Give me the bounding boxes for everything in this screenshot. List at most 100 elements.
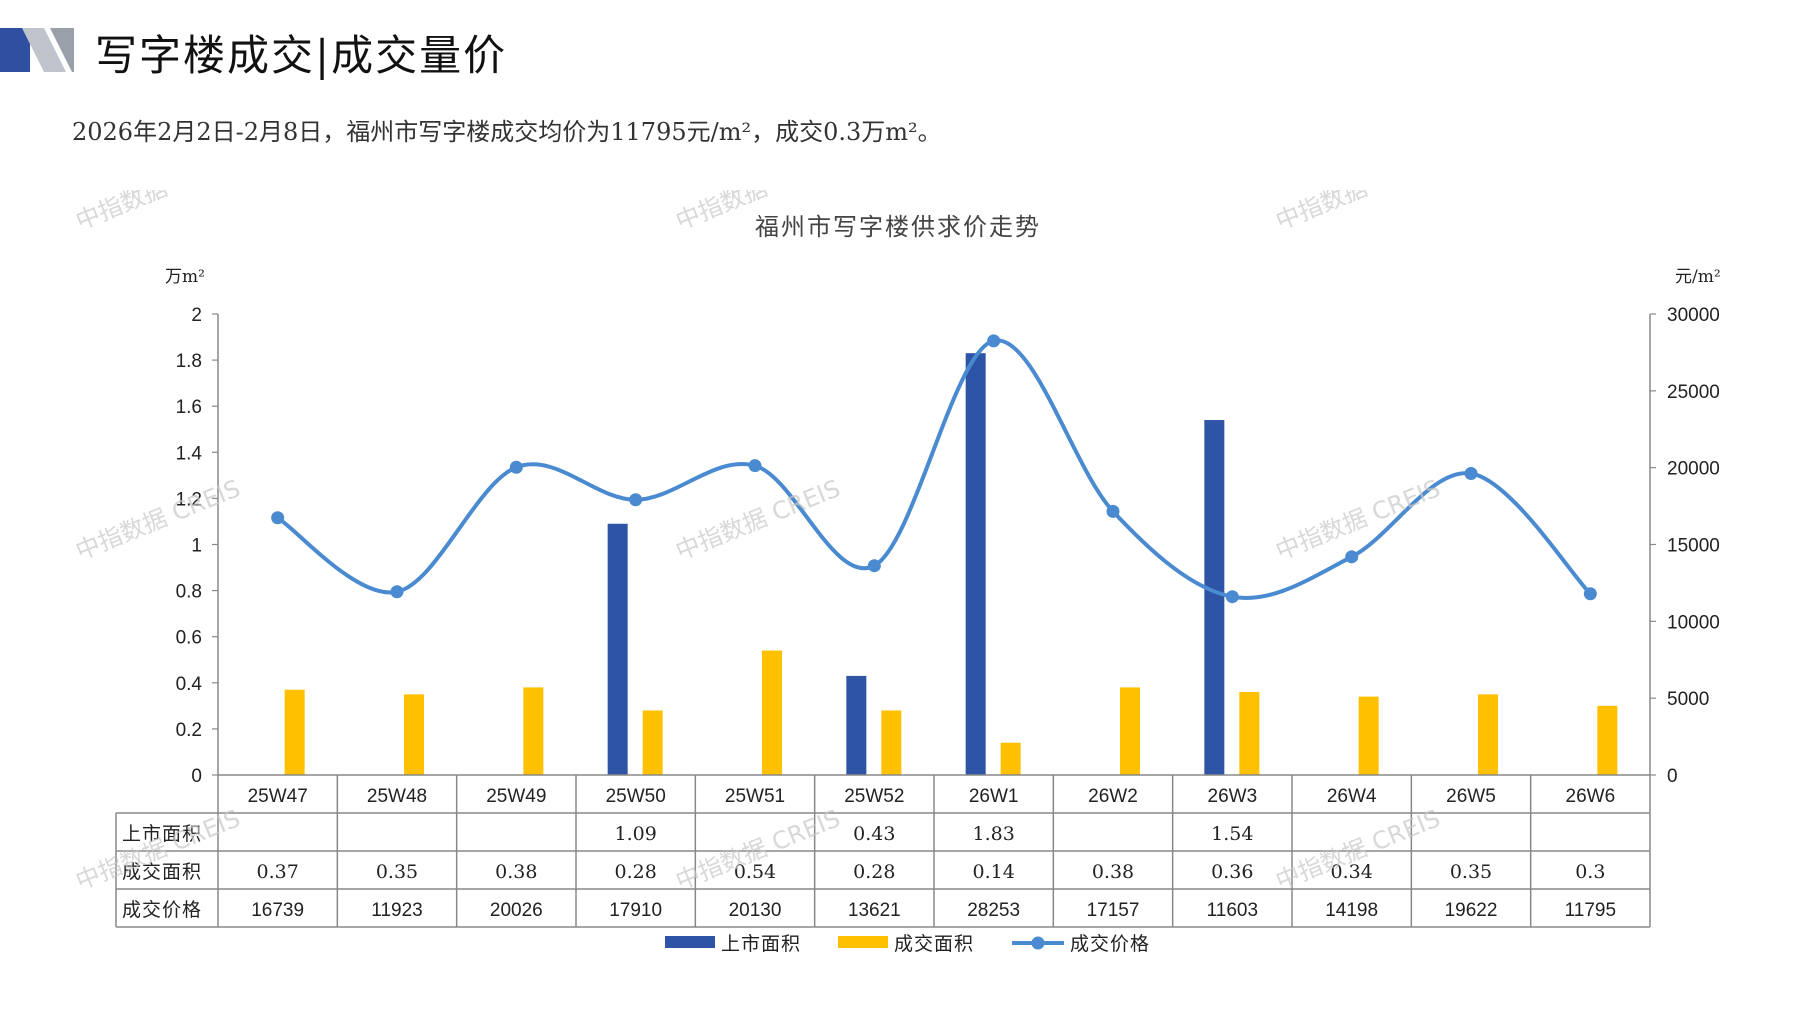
- y-right-tick-label: 30000: [1667, 305, 1720, 326]
- x-tick-label: 26W4: [1327, 786, 1377, 807]
- bar-deal-area: [642, 710, 663, 775]
- table-cell-value: 1.09: [615, 823, 657, 845]
- legend-swatch-deal: [838, 936, 888, 948]
- x-tick-label: 25W48: [367, 786, 427, 807]
- x-tick-label: 26W5: [1446, 786, 1496, 807]
- x-tick-label: 25W51: [725, 786, 785, 807]
- table-cell-value: 17910: [609, 900, 662, 921]
- table-cell-value: 0.43: [853, 823, 895, 845]
- bar-deal-area: [1000, 742, 1021, 775]
- bar-supply-area: [1204, 420, 1225, 775]
- table-cell-value: 0.38: [495, 861, 537, 883]
- y-left-tick-label: 1.8: [176, 351, 202, 372]
- x-tick-label: 25W50: [606, 786, 666, 807]
- table-cell-value: 0.35: [376, 861, 418, 883]
- price-line: [276, 338, 1592, 600]
- price-point: [629, 493, 643, 507]
- y-left-tick-label: 0.6: [176, 628, 202, 649]
- y-left-unit: 万m²: [165, 267, 205, 287]
- table-cell-value: 0.54: [734, 861, 776, 883]
- table-cell-value: 11923: [371, 900, 422, 921]
- legend-label-price: 成交价格: [1070, 933, 1150, 955]
- x-tick-label: 26W1: [969, 786, 1019, 807]
- price-point: [1464, 466, 1478, 480]
- legend-label-supply: 上市面积: [721, 933, 801, 955]
- x-tick-label: 26W2: [1088, 786, 1138, 807]
- x-tick-label: 25W47: [248, 786, 308, 807]
- table-cell-value: 28253: [967, 900, 1020, 921]
- y-left-tick-label: 0: [191, 766, 202, 787]
- price-point: [390, 585, 404, 599]
- table-cell-value: 0.14: [973, 861, 1015, 883]
- table-row-name: 成交面积: [122, 861, 202, 883]
- table-cell-value: 0.35: [1450, 861, 1492, 883]
- legend-label-deal: 成交面积: [894, 933, 974, 955]
- brand-logo-icon: [0, 28, 74, 72]
- bar-supply-area: [846, 675, 867, 775]
- y-left-tick-label: 2: [191, 305, 202, 326]
- table-cell-value: 20130: [729, 900, 782, 921]
- table-cell-value: 1.83: [973, 823, 1015, 845]
- table-cell-value: 1.54: [1211, 823, 1253, 845]
- legend-marker-price: [1031, 936, 1045, 950]
- y-right-tick-label: 20000: [1667, 459, 1720, 480]
- table-cell-value: 11603: [1207, 900, 1258, 921]
- price-point: [748, 459, 762, 473]
- bar-supply-area: [965, 353, 986, 775]
- x-tick-label: 26W6: [1566, 786, 1616, 807]
- bar-deal-area: [1358, 696, 1379, 775]
- table-cell-value: 17157: [1087, 900, 1140, 921]
- y-right-tick-label: 0: [1667, 766, 1678, 787]
- bar-deal-area: [762, 650, 782, 775]
- price-point: [1225, 590, 1239, 604]
- price-point: [1583, 587, 1597, 601]
- table-cell-value: 0.38: [1092, 861, 1134, 883]
- x-tick-label: 25W52: [844, 786, 904, 807]
- y-left-tick-label: 1: [191, 536, 202, 557]
- y-right-tick-label: 5000: [1667, 689, 1709, 710]
- bar-deal-area: [1239, 692, 1260, 775]
- header: 写字楼成交|成交量价 2026年2月2日-2月8日，福州市写字楼成交均价为117…: [0, 0, 1797, 146]
- legend-swatch-supply: [665, 936, 715, 948]
- table-row-name: 成交价格: [122, 899, 202, 921]
- table-cell-value: 11795: [1565, 900, 1616, 921]
- bar-deal-area: [404, 694, 424, 775]
- table-cell-value: 0.34: [1331, 861, 1373, 883]
- watermark-text: 中指数据 CREIS: [72, 190, 244, 236]
- y-left-tick-label: 0.4: [176, 674, 203, 695]
- table-cell-value: 0.28: [853, 861, 895, 883]
- bar-deal-area: [1120, 687, 1140, 775]
- table-cell-value: 0.28: [615, 861, 657, 883]
- bar-deal-area: [1478, 694, 1498, 775]
- y-left-tick-label: 1.4: [176, 443, 203, 464]
- bar-deal-area: [881, 710, 902, 775]
- table-row-name: 上市面积: [122, 823, 202, 845]
- y-left-tick-label: 1.2: [176, 489, 202, 510]
- page-subtitle: 2026年2月2日-2月8日，福州市写字楼成交均价为11795元/m²，成交0.…: [72, 118, 942, 146]
- price-point: [987, 334, 1001, 348]
- bar-deal-area: [523, 687, 544, 775]
- bar-deal-area: [284, 689, 305, 775]
- page-title: 写字楼成交|成交量价: [95, 31, 508, 80]
- y-right-tick-label: 15000: [1667, 536, 1720, 557]
- y-left-tick-label: 0.2: [176, 720, 202, 741]
- table-cell-value: 20026: [490, 900, 543, 921]
- table-cell-value: 0.3: [1575, 861, 1605, 883]
- table-cell-value: 16739: [251, 900, 304, 921]
- table-cell-value: 19622: [1445, 900, 1498, 921]
- price-point: [1345, 550, 1359, 564]
- x-tick-label: 25W49: [486, 786, 546, 807]
- table-cell-value: 0.36: [1211, 861, 1253, 883]
- table-cell-value: 13621: [848, 900, 901, 921]
- y-right-unit: 元/m²: [1675, 267, 1721, 287]
- price-point: [867, 559, 881, 573]
- bar-deal-area: [1597, 705, 1618, 775]
- y-right-tick-label: 10000: [1667, 612, 1720, 633]
- chart-title: 福州市写字楼供求价走势: [755, 213, 1041, 241]
- watermark-text: 中指数据 CREIS: [672, 474, 844, 565]
- price-point: [271, 511, 285, 525]
- price-point: [1106, 504, 1120, 518]
- price-point: [509, 460, 523, 474]
- watermark-text: 中指数据 CREIS: [1272, 190, 1444, 236]
